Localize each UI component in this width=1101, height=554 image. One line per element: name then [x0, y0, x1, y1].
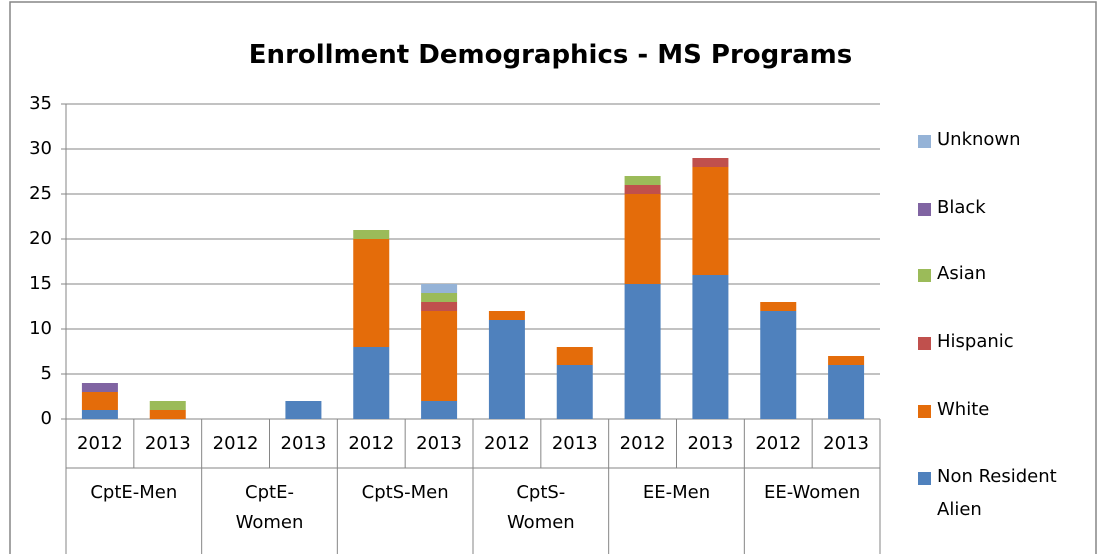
legend-swatch — [918, 405, 931, 418]
legend-label: Asian — [937, 263, 987, 284]
bar-segment — [149, 401, 186, 410]
bar-segment — [421, 311, 458, 401]
legend-label: White — [937, 399, 990, 420]
x-tick-label: 2012 — [484, 433, 530, 454]
bar-segment — [624, 185, 661, 194]
bar-segment — [421, 293, 458, 302]
x-tick-label: 2013 — [823, 433, 869, 454]
y-tick-label: 30 — [29, 138, 52, 159]
bar-segment — [760, 311, 797, 419]
bar-segment — [692, 275, 729, 419]
group-label: CptS-Women — [506, 482, 575, 533]
bar-segment — [353, 239, 390, 347]
bar-segment — [624, 194, 661, 284]
x-tick-label: 2013 — [280, 433, 327, 454]
group-label: CptE-Men — [90, 482, 178, 503]
bar-segment — [421, 401, 458, 419]
y-tick-label: 35 — [29, 93, 52, 114]
bar-segment — [556, 365, 593, 419]
y-tick-label: 10 — [29, 318, 52, 339]
bar-segment — [81, 383, 118, 392]
bar-segment — [421, 284, 458, 293]
bar-segment — [421, 302, 458, 311]
y-tick-label: 5 — [40, 363, 52, 384]
bar-segment — [624, 284, 661, 419]
bar-segment — [828, 356, 865, 365]
x-tick-label: 2012 — [212, 433, 259, 454]
bar-segment — [81, 392, 118, 410]
bar-segment — [149, 410, 186, 419]
legend-label: Black — [937, 197, 986, 218]
group-label: CptE-Women — [235, 482, 304, 533]
bar-segment — [353, 347, 390, 419]
bar-segment — [692, 158, 729, 167]
group-label: EE-Men — [642, 482, 711, 503]
x-tick-label: 2013 — [416, 433, 462, 454]
x-tick-label: 2012 — [619, 433, 666, 454]
bar-segment — [692, 167, 729, 275]
legend-swatch — [918, 203, 931, 216]
bar-segment — [81, 410, 118, 419]
x-tick-label: 2013 — [551, 433, 598, 454]
bar-segment — [556, 347, 593, 365]
x-tick-label: 2013 — [687, 433, 734, 454]
bar-segment — [488, 320, 525, 419]
legend-swatch — [918, 472, 931, 485]
legend-label: Non Resident Alien — [937, 466, 1057, 520]
legend-swatch — [918, 337, 931, 350]
bar-segment — [285, 401, 322, 419]
x-tick-label: 2012 — [755, 433, 802, 454]
x-tick-label: 2012 — [77, 433, 123, 454]
legend-swatch — [918, 269, 931, 282]
x-tick-label: 2013 — [144, 433, 191, 454]
y-tick-label: 0 — [40, 408, 52, 429]
legend-label: Hispanic — [937, 331, 1014, 352]
bar-segment — [488, 311, 525, 320]
chart-border — [9, 1, 1097, 554]
x-tick-label: 2012 — [348, 433, 395, 454]
bar-segment — [624, 176, 661, 185]
bar-segment — [828, 365, 865, 419]
chart-title: Enrollment Demographics - MS Programs — [248, 40, 853, 70]
y-tick-label: 15 — [29, 273, 52, 294]
group-label: CptS-Men — [361, 482, 449, 503]
y-tick-label: 20 — [29, 228, 52, 249]
legend-swatch — [918, 135, 931, 148]
group-label: EE-Women — [764, 482, 861, 503]
y-tick-label: 25 — [29, 183, 52, 204]
bar-segment — [760, 302, 797, 311]
legend-label: Unknown — [937, 129, 1021, 150]
bar-segment — [353, 230, 390, 239]
